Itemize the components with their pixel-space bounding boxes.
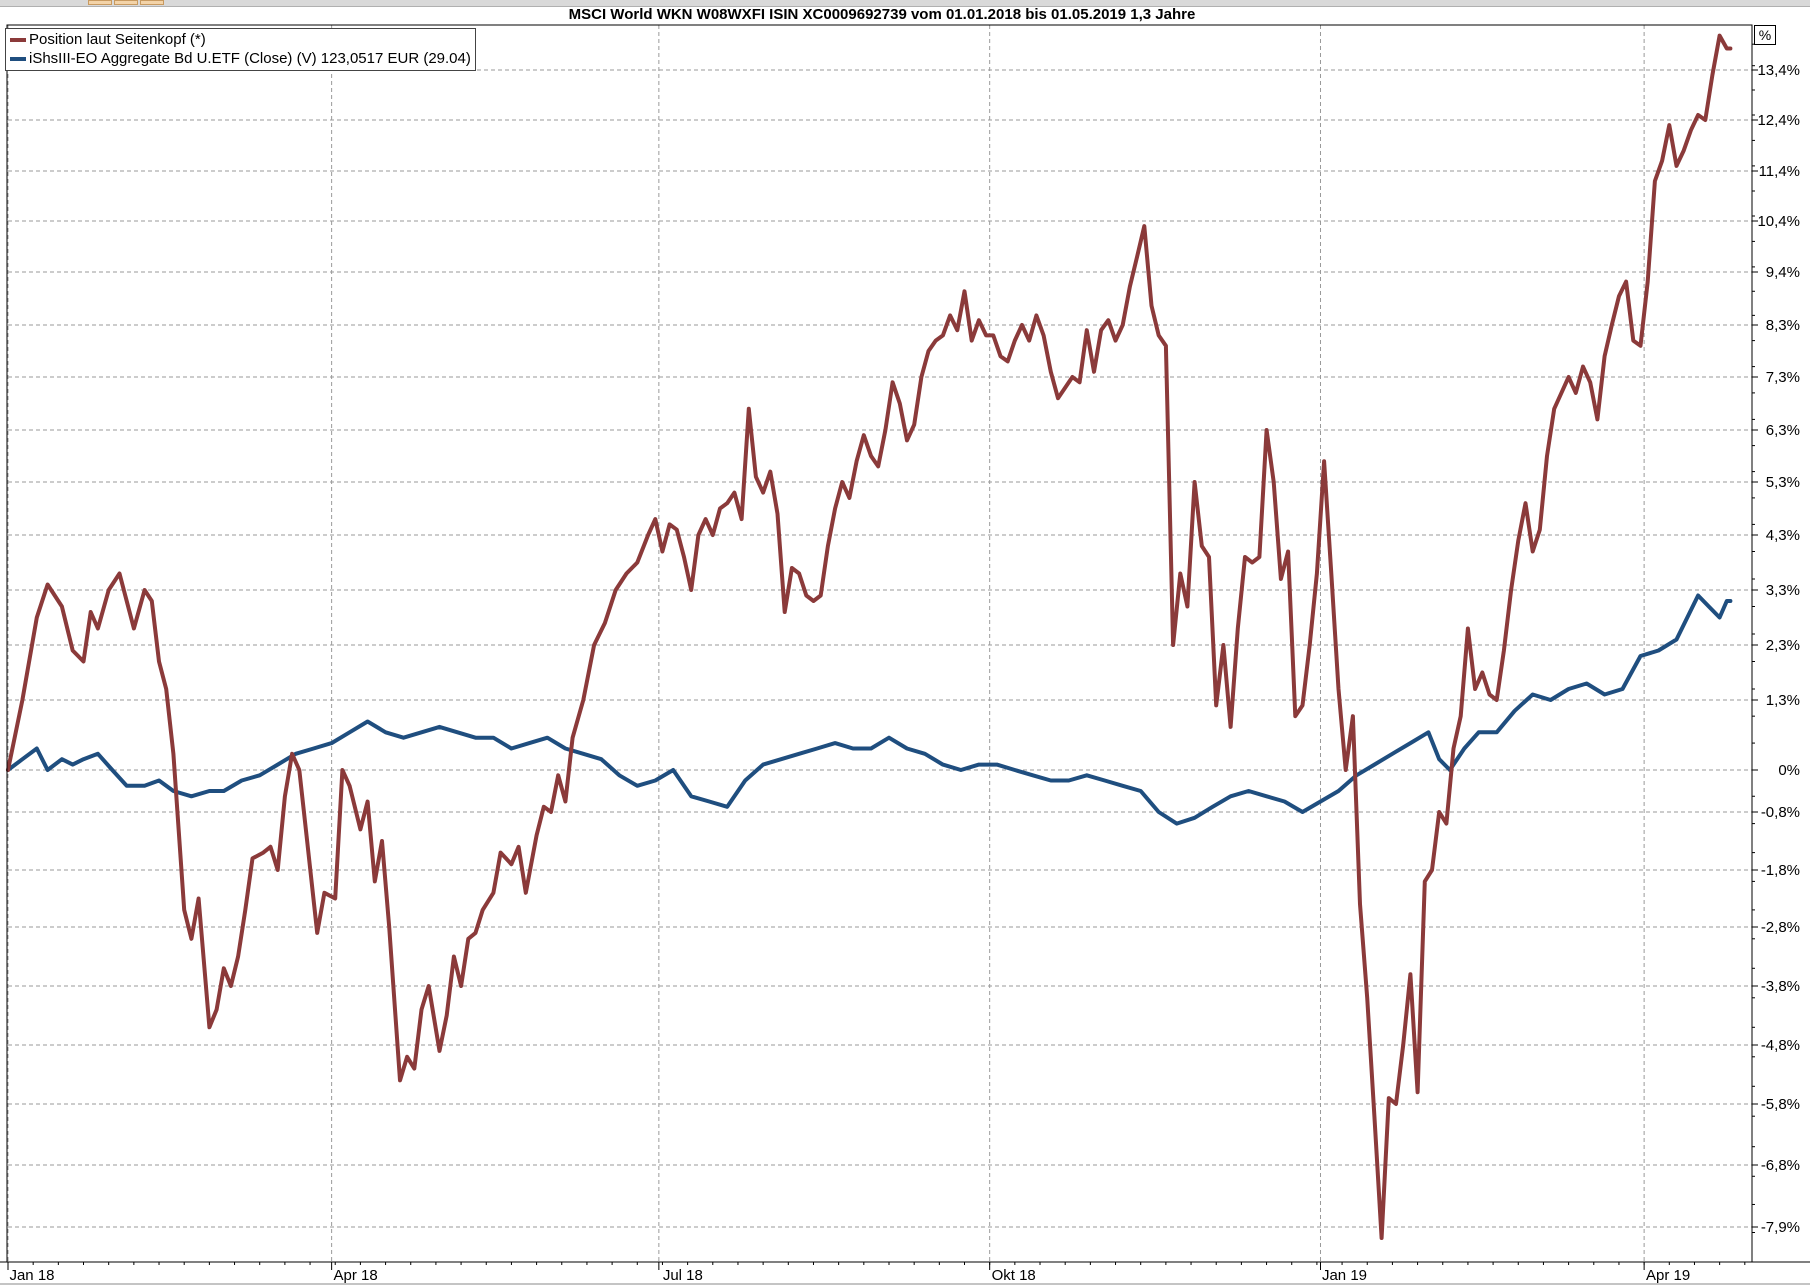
legend-swatch [10, 56, 26, 61]
axes: 13,4% 12,4% 11,4% 10,4% 9,4% 8,3% 7,3% 6,3% 5,3%… [0, 24, 1810, 1285]
y-tick-label: -5,8% [1761, 1096, 1800, 1113]
toolbar-tab[interactable] [88, 0, 112, 5]
legend-label: Position laut Seitenkopf (*) [29, 31, 206, 48]
toolbar-tab[interactable] [140, 0, 164, 5]
y-tick-label: 1,3% [1766, 692, 1800, 709]
y-tick-label: 8,3% [1766, 317, 1800, 334]
y-tick-label: 3,3% [1766, 582, 1800, 599]
plot-frame [6, 24, 1753, 1263]
y-tick-label: -2,8% [1761, 919, 1800, 936]
y-tick-label: -0,8% [1761, 804, 1800, 821]
x-tick-label: Apr 19 [1646, 1267, 1690, 1284]
y-tick-label: 2,3% [1766, 637, 1800, 654]
toolbar-strip [0, 0, 1810, 7]
grid [7, 25, 1752, 1262]
toolbar-tab[interactable] [114, 0, 138, 5]
y-tick-label: 13,4% [1757, 62, 1800, 79]
x-tick-label: Jan 19 [1322, 1267, 1367, 1284]
y-tick-label: 5,3% [1766, 474, 1800, 491]
series-line-position [6, 33, 1733, 1240]
y-tick-label: 6,3% [1766, 422, 1800, 439]
unit-label: % [1754, 25, 1776, 45]
legend-item: iShsIII-EO Aggregate Bd U.ETF (Close) (V… [10, 49, 471, 68]
y-tick-label: 4,3% [1766, 527, 1800, 544]
y-tick-label: 9,4% [1766, 264, 1800, 281]
y-tick-label: 0% [1778, 762, 1800, 779]
y-tick-label: 7,3% [1766, 369, 1800, 386]
y-tick-label: 11,4% [1759, 163, 1800, 180]
legend-swatch [10, 37, 26, 42]
x-tick-label: Jan 18 [9, 1267, 54, 1284]
series-lines [6, 33, 1733, 1240]
chart-title: MSCI World WKN W08WXFI ISIN XC0009692739… [568, 6, 1196, 23]
y-tick-label: -7,9% [1761, 1219, 1800, 1236]
legend: Position laut Seitenkopf (*) iShsIII-EO … [5, 28, 476, 71]
y-tick-label: -1,8% [1761, 862, 1800, 879]
x-tick-label: Jul 18 [663, 1267, 703, 1284]
y-tick-label: 12,4% [1757, 112, 1800, 129]
y-tick-label: -3,8% [1761, 978, 1800, 995]
legend-label: iShsIII-EO Aggregate Bd U.ETF (Close) (V… [29, 50, 471, 67]
x-tick-label: Okt 18 [992, 1267, 1036, 1284]
legend-item: Position laut Seitenkopf (*) [10, 30, 471, 49]
x-tick-label: Apr 18 [334, 1267, 378, 1284]
y-tick-label: -4,8% [1761, 1037, 1800, 1054]
y-tick-label: -6,8% [1761, 1157, 1800, 1174]
series-line-bond-etf [6, 593, 1733, 826]
y-tick-label: 10,4% [1757, 213, 1800, 230]
